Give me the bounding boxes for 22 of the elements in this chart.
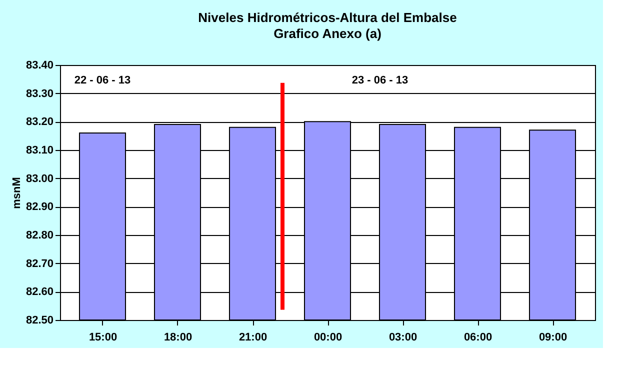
x-tick-label: 06:00 — [464, 332, 492, 344]
x-tick-label: 03:00 — [388, 332, 418, 344]
x-tick-label: 09:00 — [538, 332, 568, 344]
y-tick-label: 83.10 — [26, 144, 54, 156]
chart-title: Niveles Hidrométricos-Altura del Embalse — [198, 10, 457, 25]
y-tick-label: 83.00 — [26, 172, 54, 185]
x-tick-label: 15:00 — [88, 332, 118, 344]
y-tick-label: 82.70 — [26, 258, 54, 270]
annotation: 23 - 06 - 13 — [352, 74, 408, 86]
y-tick-label: 83.20 — [26, 116, 54, 128]
chart-subtitle: Grafico Anexo (a) — [274, 26, 382, 41]
y-tick-label: 82.90 — [26, 201, 54, 214]
x-tick-label: 18:00 — [164, 332, 192, 344]
y-tick-label: 82.80 — [26, 230, 54, 242]
annotation: 22 - 06 - 13 — [74, 74, 131, 86]
y-tick-label: 82.50 — [26, 314, 54, 326]
y-tick-label: 83.40 — [26, 60, 54, 72]
y-tick-label: 83.30 — [26, 88, 54, 100]
y-axis-title: msnM — [10, 177, 23, 209]
y-tick-label: 82.60 — [26, 286, 54, 298]
x-tick-label: 21:00 — [238, 332, 268, 344]
x-tick-label: 00:00 — [314, 332, 342, 344]
